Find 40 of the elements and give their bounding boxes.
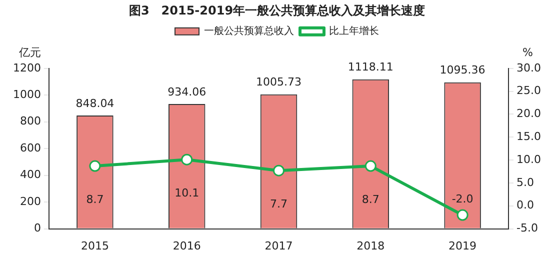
y2-axis-title: % bbox=[522, 46, 533, 59]
data-label: 934.06 bbox=[168, 85, 206, 98]
y2-tick-label: 15.0 bbox=[516, 130, 542, 143]
y-tick-label: 1000 bbox=[12, 88, 41, 101]
x-tick-label: 2017 bbox=[264, 239, 293, 252]
y-tick-label: 200 bbox=[20, 194, 41, 208]
y2-tick-label: 10.0 bbox=[516, 152, 542, 166]
y2-tick-label: 5.0 bbox=[516, 176, 534, 189]
data-label: 1095.36 bbox=[440, 64, 486, 77]
y-axis-title: 亿元 bbox=[18, 46, 41, 59]
x-tick-label: 2019 bbox=[448, 239, 477, 252]
data-label: 10.1 bbox=[174, 186, 200, 200]
y2-tick-label: 30.0 bbox=[516, 61, 542, 74]
point bbox=[364, 160, 376, 172]
data-label: -2.0 bbox=[452, 192, 474, 206]
y2-tick-label: 20.0 bbox=[516, 107, 542, 120]
data-label: 1118.11 bbox=[348, 60, 394, 74]
x-tick-label: 2018 bbox=[356, 239, 385, 252]
x-tick-label: 2016 bbox=[172, 239, 201, 252]
legend-label: 一般公共预算总收入 bbox=[204, 24, 294, 37]
y-tick-label: 400 bbox=[20, 168, 41, 182]
data-label: 1005.73 bbox=[256, 76, 302, 89]
y-tick-label: 600 bbox=[20, 141, 41, 154]
point bbox=[181, 154, 193, 166]
point bbox=[89, 160, 101, 172]
data-label: 848.04 bbox=[76, 96, 114, 110]
point bbox=[456, 209, 468, 221]
y-tick-label: 0 bbox=[34, 222, 41, 235]
legend-label: 比上年增长 bbox=[329, 24, 379, 37]
y2-tick-label: -5.0 bbox=[516, 222, 538, 235]
y2-tick-label: 0.0 bbox=[516, 198, 534, 212]
y-tick-label: 1200 bbox=[12, 61, 41, 74]
point bbox=[273, 164, 284, 176]
y-tick-label: 800 bbox=[20, 114, 41, 128]
chart-title: 图3 2015-2019年一般公共预算总收入及其增长速度 bbox=[128, 3, 426, 18]
data-label: 8.7 bbox=[86, 192, 104, 206]
data-label: 8.7 bbox=[362, 192, 380, 206]
data-label: 7.7 bbox=[270, 197, 288, 210]
x-tick-label: 2015 bbox=[80, 239, 109, 252]
y2-tick-label: 25.0 bbox=[516, 84, 542, 98]
